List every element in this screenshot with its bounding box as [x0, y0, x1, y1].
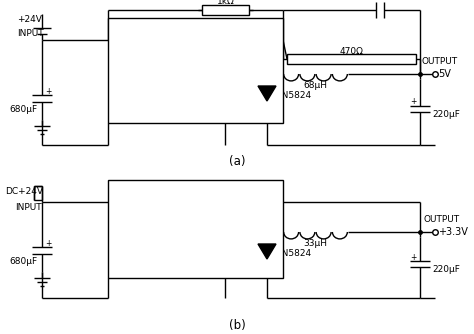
- Bar: [108, 180, 283, 278]
- Text: 1kΩ: 1kΩ: [217, 0, 234, 6]
- Text: INPUT: INPUT: [15, 203, 41, 212]
- Text: (b): (b): [228, 320, 246, 333]
- Text: 33μH: 33μH: [303, 238, 328, 247]
- Text: 5: 5: [111, 109, 117, 118]
- Text: GND: GND: [257, 249, 278, 259]
- Polygon shape: [258, 244, 276, 259]
- Text: Out put: Out put: [244, 223, 278, 232]
- Text: +: +: [410, 97, 417, 106]
- Text: 220μF: 220μF: [432, 266, 460, 275]
- Text: 4: 4: [274, 35, 280, 44]
- Text: +3.3V: +3.3V: [438, 227, 468, 237]
- Text: OUTPUT: OUTPUT: [424, 215, 460, 224]
- Bar: [202, 5, 249, 15]
- Text: Out put: Out put: [244, 63, 278, 72]
- Text: GND: GND: [257, 92, 278, 101]
- Text: 470Ω: 470Ω: [339, 46, 364, 55]
- Text: 5: 5: [111, 262, 117, 271]
- Text: LM2596: LM2596: [147, 185, 189, 195]
- Text: 1: 1: [111, 35, 117, 44]
- Text: 680μF: 680μF: [10, 106, 38, 115]
- Text: 2: 2: [274, 227, 280, 236]
- Text: Feed back: Feed back: [232, 203, 278, 212]
- Text: 220μF: 220μF: [432, 110, 460, 119]
- Text: +Vin: +Vin: [113, 41, 135, 50]
- Text: +: +: [45, 87, 51, 96]
- Text: IN5824: IN5824: [279, 91, 311, 100]
- Text: On/Off: On/Off: [113, 243, 142, 253]
- Text: +: +: [410, 253, 417, 262]
- Text: INPUT: INPUT: [17, 28, 43, 37]
- Text: 3: 3: [274, 262, 280, 271]
- Text: On/Off: On/Off: [113, 86, 142, 95]
- Text: 1: 1: [111, 197, 117, 206]
- Text: 3: 3: [274, 109, 280, 118]
- Text: +: +: [45, 238, 51, 247]
- Text: 5V: 5V: [438, 69, 451, 79]
- Text: Feed back: Feed back: [232, 41, 278, 50]
- Text: LM2596: LM2596: [147, 23, 189, 33]
- Text: 68μH: 68μH: [303, 80, 328, 90]
- Text: (a): (a): [229, 156, 245, 168]
- Bar: [287, 54, 416, 64]
- Text: DC+24V: DC+24V: [5, 187, 43, 196]
- Text: 680μF: 680μF: [10, 258, 38, 267]
- Text: +24V: +24V: [18, 14, 43, 23]
- Polygon shape: [258, 86, 276, 101]
- Bar: [108, 18, 283, 123]
- Text: IN5824: IN5824: [279, 249, 311, 258]
- Text: OUTPUT: OUTPUT: [422, 57, 458, 66]
- Text: 4: 4: [274, 197, 280, 206]
- Text: +Vin: +Vin: [113, 203, 135, 212]
- Text: 2: 2: [274, 69, 280, 78]
